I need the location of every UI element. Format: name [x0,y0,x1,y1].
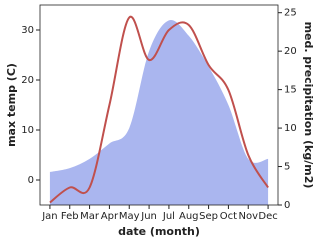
x-tick-label: Aug [179,211,199,222]
y2-tick-label: 15 [284,85,297,96]
y2-tick-label: 25 [284,8,297,19]
x-tick-label: Nov [238,211,258,222]
y-tick-label: 30 [21,25,34,36]
x-tick-label: Feb [61,211,79,222]
x-tick-label: Jun [140,211,157,222]
x-tick-label: Oct [220,211,237,222]
y-axis-label: max temp (C) [5,63,18,147]
temp-line [49,15,269,204]
x-tick-label: May [119,211,140,222]
x-tick-label: Dec [258,211,277,222]
x-tick-label: Sep [199,211,218,222]
y2-tick-label: 20 [284,46,297,57]
y2-tick-label: 0 [284,200,290,211]
x-tick-label: Mar [80,211,100,222]
y-tick-label: 10 [21,125,34,136]
x-tick-label: Jan [41,211,57,222]
y2-tick-label: 10 [284,123,297,134]
y2-axis-label: med. precipitation (kg/m2) [302,22,315,189]
plot-frame [39,4,279,206]
x-axis-label: date (month) [118,225,200,238]
y-tick-label: 0 [28,175,34,186]
precip-area [49,19,269,206]
y-tick-label: 20 [21,75,34,86]
x-tick-label: Apr [101,211,119,222]
y2-tick-label: 5 [284,162,290,173]
x-tick-label: Jul [162,211,175,222]
